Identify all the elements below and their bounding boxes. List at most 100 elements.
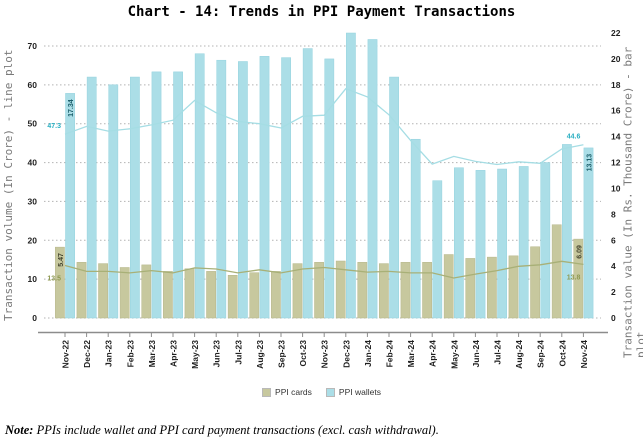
bar-ppi-cards-Sep-24 — [530, 246, 540, 319]
bar-ppi-wallets-Jan-23 — [108, 84, 119, 319]
x-axis-label-Nov-24: Nov-24 — [579, 340, 589, 369]
bar-ppi-wallets-Jan-24 — [367, 39, 378, 319]
bar-ppi-cards-Mar-24 — [400, 262, 411, 319]
ppi-cards-volume-line — [64, 260, 584, 279]
left-axis-tick-label: 60 — [28, 80, 38, 90]
bar-ppi-cards-Jun-23 — [206, 271, 216, 319]
x-axis-label-May-24: May-24 — [449, 340, 459, 369]
bar-ppi-cards-Mar-23 — [141, 264, 152, 319]
left-axis-tick-label: 30 — [28, 196, 38, 206]
x-axis-label-Dec-22: Dec-22 — [82, 340, 92, 368]
data-label-cards_line-Nov-24: 13.8 — [567, 274, 581, 281]
data-label-cards_line-Nov-22: 13.5 — [47, 276, 61, 283]
x-axis-label-Oct-24: Oct-24 — [557, 340, 567, 367]
bar-ppi-wallets-Mar-24 — [410, 138, 421, 319]
bar-ppi-cards-May-24 — [443, 254, 454, 319]
bar-ppi-cards-Oct-24 — [551, 224, 562, 319]
bar-ppi-wallets-Jun-24 — [475, 170, 486, 319]
bar-ppi-cards-Apr-24 — [422, 262, 432, 319]
x-axis-label-Aug-24: Aug-24 — [514, 340, 524, 369]
x-axis-label-Jul-23: Jul-23 — [233, 340, 243, 365]
right-axis-tick-label: 6 — [611, 235, 616, 245]
bar-ppi-wallets-Apr-24 — [432, 180, 443, 319]
bar-ppi-cards-Jan-24 — [357, 262, 368, 319]
bar-ppi-wallets-Dec-23 — [346, 32, 356, 319]
right-axis-tick-label: 4 — [611, 261, 616, 271]
right-axis-tick-label: 10 — [611, 183, 621, 193]
right-axis-tick-label: 8 — [611, 209, 616, 219]
x-axis-label-Jul-24: Jul-24 — [493, 340, 503, 365]
chart-title: Chart - 14: Trends in PPI Payment Transa… — [127, 4, 516, 20]
bar-ppi-cards-Sep-23 — [271, 271, 281, 319]
data-label-wallets_line-Nov-24: 44.6 — [567, 134, 581, 141]
x-axis-label-Nov-23: Nov-23 — [320, 340, 330, 369]
right-axis-tick-label: 20 — [611, 54, 621, 64]
data-label-cards_bar-Nov-24: 6.09 — [576, 245, 583, 259]
ppi-wallets-swatch-icon — [325, 387, 335, 397]
bar-ppi-cards-Jul-23 — [227, 275, 238, 319]
left-axis-tick-label: 40 — [28, 158, 38, 168]
bar-ppi-cards-Oct-23 — [292, 263, 303, 319]
right-axis-tick-label: 18 — [611, 80, 621, 90]
bar-ppi-wallets-Nov-22 — [65, 93, 75, 319]
legend-label-ppi-wallets: PPI wallets — [338, 387, 381, 397]
right-axis-tick-label: 0 — [611, 313, 616, 323]
bar-ppi-wallets-Mar-23 — [151, 71, 162, 319]
bar-ppi-cards-Apr-23 — [163, 271, 173, 319]
legend: PPI cards PPI wallets — [0, 387, 643, 397]
bar-ppi-cards-Dec-22 — [76, 262, 87, 319]
x-axis-label-Dec-23: Dec-23 — [341, 340, 351, 368]
x-axis-label-Jun-23: Jun-23 — [212, 340, 222, 368]
bar-ppi-wallets-Jun-23 — [216, 59, 227, 319]
legend-item-ppi-cards: PPI cards — [262, 387, 312, 397]
left-axis-tick-label: 20 — [28, 235, 38, 245]
x-axis-label-Feb-24: Feb-24 — [385, 340, 395, 368]
legend-label-ppi-cards: PPI cards — [275, 387, 312, 397]
bar-ppi-cards-Nov-24 — [573, 238, 584, 319]
x-axis-label-Nov-22: Nov-22 — [61, 340, 71, 369]
footnote-label: Note: — [5, 423, 34, 437]
x-axis-label-May-23: May-23 — [190, 340, 200, 369]
right-axis-tick-label: 16 — [611, 106, 621, 116]
bar-ppi-cards-Dec-23 — [335, 260, 346, 319]
left-axis-tick-label: 70 — [28, 41, 38, 51]
bar-ppi-cards-Nov-22 — [55, 246, 65, 319]
bar-ppi-wallets-Jul-24 — [497, 168, 507, 319]
bar-ppi-wallets-Sep-23 — [281, 57, 291, 319]
bar-ppi-wallets-May-23 — [194, 53, 205, 319]
bar-ppi-wallets-May-24 — [454, 167, 464, 319]
bar-ppi-cards-Aug-24 — [508, 255, 519, 319]
x-axis-label-Mar-23: Mar-23 — [147, 340, 157, 368]
bar-ppi-wallets-Feb-24 — [389, 76, 399, 319]
bar-ppi-wallets-Aug-23 — [259, 56, 270, 319]
left-axis-tick-label: 0 — [32, 313, 37, 323]
left-axis-tick-label: 10 — [28, 274, 38, 284]
bar-ppi-wallets-Dec-22 — [86, 76, 97, 319]
right-axis-tick-label: 14 — [611, 132, 621, 142]
right-axis-tick-label: 2 — [611, 287, 616, 297]
bar-ppi-wallets-Apr-23 — [173, 71, 183, 319]
x-axis-label-Sep-24: Sep-24 — [536, 340, 546, 368]
bar-ppi-wallets-Oct-23 — [302, 48, 313, 319]
ppi-cards-swatch-icon — [262, 387, 272, 397]
bar-ppi-wallets-Aug-24 — [518, 166, 529, 319]
chart-plot: 0 10 20 30 40 50 60 70 0 2 4 6 8 10 12 14 16 18 20 22 Nov-22… — [28, 28, 621, 369]
bar-ppi-wallets-Feb-23 — [130, 76, 140, 319]
x-axis-label-Jun-24: Jun-24 — [471, 340, 481, 368]
bar-ppi-wallets-Nov-23 — [324, 58, 335, 319]
data-label-wallets_line-Nov-22: 47.3 — [47, 123, 61, 130]
bar-ppi-wallets-Oct-24 — [562, 144, 572, 319]
x-axis-label-Jan-23: Jan-23 — [104, 340, 114, 367]
bar-ppi-wallets-Jul-23 — [238, 61, 248, 319]
data-label-wallets_bar-Nov-24: 13.13 — [587, 154, 594, 172]
left-axis-tick-label: 50 — [28, 119, 38, 129]
data-label-cards_bar-Nov-22: 5.47 — [58, 253, 65, 267]
bar-ppi-cards-Feb-23 — [119, 267, 130, 319]
x-axis-label-Oct-23: Oct-23 — [298, 340, 308, 367]
footnote: Note: PPIs include wallet and PPI card p… — [5, 423, 635, 438]
x-axis-label-Jan-24: Jan-24 — [363, 340, 373, 367]
bar-ppi-cards-Jan-23 — [98, 263, 108, 319]
x-axis-label-Mar-24: Mar-24 — [406, 340, 416, 368]
footnote-text: PPIs include wallet and PPI card payment… — [33, 423, 439, 437]
